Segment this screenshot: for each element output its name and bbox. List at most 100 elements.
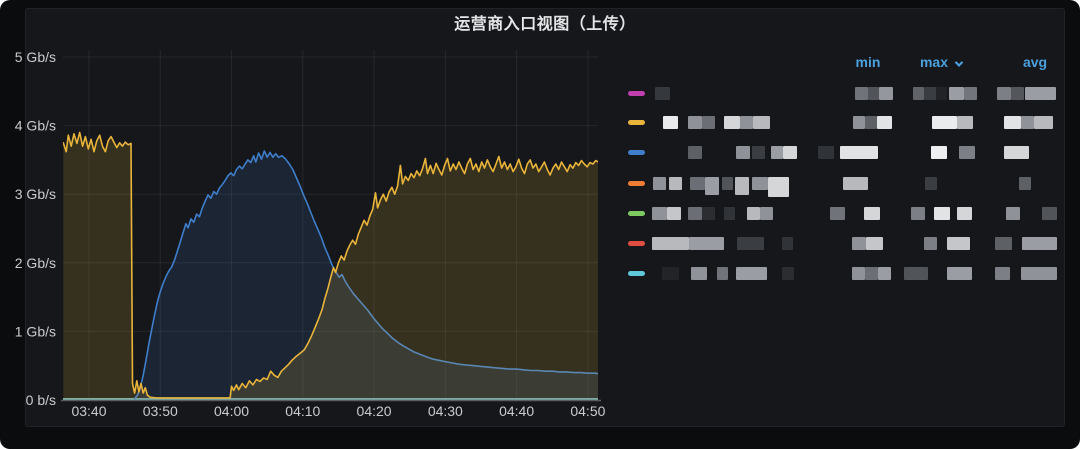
- redacted-text-block: [1004, 145, 1029, 159]
- redacted-text-block: [957, 206, 972, 220]
- series-line-redacted-blue: [133, 150, 598, 400]
- redacted-text-block: [736, 145, 750, 159]
- x-axis-label: 04:10: [285, 403, 320, 419]
- series-area-redacted-blue: [134, 151, 598, 400]
- redacted-text-block: [717, 266, 728, 280]
- redacted-text-block: [852, 236, 866, 250]
- redacted-text-block: [830, 206, 845, 220]
- redacted-text-block: [737, 236, 764, 250]
- redacted-text-block: [879, 86, 893, 100]
- redacted-text-block: [934, 206, 950, 220]
- redacted-text-block: [768, 177, 789, 197]
- redacted-text-block: [689, 236, 724, 250]
- redacted-text-block: [855, 86, 868, 100]
- redacted-text-block: [1022, 236, 1057, 250]
- redacted-text-block: [877, 115, 892, 129]
- legend-swatch-redacted-green[interactable]: [628, 210, 645, 216]
- redacted-text-block: [655, 86, 670, 100]
- x-axis-label: 04:40: [499, 403, 534, 419]
- redacted-text-block: [878, 266, 891, 280]
- y-axis-label: 2 Gb/s: [15, 255, 56, 271]
- legend-row-redacted-cyan[interactable]: [620, 258, 1068, 288]
- y-axis-label: 5 Gb/s: [15, 49, 56, 65]
- legend-row-redacted-yellow[interactable]: [620, 107, 1068, 137]
- redacted-text-block: [936, 86, 947, 100]
- redacted-text-block: [949, 86, 964, 100]
- redacted-text-block: [724, 206, 735, 220]
- series-area-redacted-yellow: [63, 132, 598, 400]
- redacted-text-block: [702, 206, 715, 220]
- x-axis-label: 04:00: [214, 403, 249, 419]
- redacted-text-block: [662, 266, 679, 280]
- legend-row-redacted-red[interactable]: [620, 228, 1068, 258]
- redacted-text-block: [782, 266, 794, 280]
- redacted-text-block: [904, 266, 928, 280]
- panel-title[interactable]: 运营商入口视图（上传）: [454, 16, 636, 33]
- legend-swatch-redacted-magenta[interactable]: [628, 90, 645, 96]
- redacted-text-block: [947, 266, 972, 280]
- redacted-text-block: [652, 206, 667, 220]
- y-axis-label: 4 Gb/s: [15, 118, 56, 134]
- legend-row-redacted-green[interactable]: [620, 198, 1068, 228]
- redacted-text-block: [688, 145, 702, 159]
- redacted-text-block: [911, 206, 925, 220]
- legend-row-redacted-magenta[interactable]: [620, 78, 1068, 108]
- legend-header-row: min max avg: [0, 54, 1080, 72]
- x-axis-label: 04:30: [428, 403, 463, 419]
- redacted-text-block: [705, 177, 719, 195]
- redacted-text-block: [1021, 266, 1057, 280]
- redacted-text-block: [997, 86, 1011, 100]
- redacted-text-block: [653, 176, 666, 190]
- legend-sort-max[interactable]: max: [920, 54, 964, 70]
- redacted-text-block: [964, 86, 977, 100]
- redacted-text-block: [818, 145, 834, 159]
- redacted-text-block: [1019, 176, 1031, 190]
- redacted-text-block: [947, 236, 970, 250]
- redacted-text-block: [740, 115, 753, 129]
- redacted-text-block: [1006, 206, 1020, 220]
- legend-sort-avg[interactable]: avg: [1022, 54, 1048, 70]
- legend-swatch-redacted-orange[interactable]: [628, 180, 645, 186]
- redacted-text-block: [932, 115, 957, 129]
- redacted-text-block: [688, 206, 702, 220]
- redacted-text-block: [752, 176, 768, 190]
- redacted-text-block: [959, 145, 975, 159]
- x-axis-label: 03:50: [143, 403, 178, 419]
- redacted-text-block: [852, 266, 865, 280]
- x-axis-label: 04:50: [570, 403, 605, 419]
- redacted-text-block: [1011, 86, 1024, 100]
- chevron-down-icon: [954, 58, 964, 67]
- redacted-text-block: [1004, 115, 1021, 129]
- redacted-text-block: [747, 206, 760, 220]
- redacted-text-block: [752, 145, 765, 159]
- y-axis-label: 3 Gb/s: [15, 186, 56, 202]
- redacted-text-block: [667, 206, 681, 220]
- legend-swatch-redacted-cyan[interactable]: [628, 270, 645, 276]
- redacted-text-block: [736, 266, 767, 280]
- redacted-text-block: [735, 177, 749, 195]
- redacted-text-block: [724, 115, 740, 129]
- legend-swatch-redacted-red[interactable]: [628, 240, 645, 246]
- legend-swatch-redacted-yellow[interactable]: [628, 119, 645, 125]
- redacted-text-block: [691, 266, 707, 280]
- x-axis-label: 03:40: [71, 403, 106, 419]
- redacted-text-block: [865, 115, 877, 129]
- redacted-text-block: [688, 115, 702, 129]
- series-line-redacted-yellow: [63, 131, 598, 399]
- redacted-text-block: [1025, 86, 1056, 100]
- redacted-text-block: [865, 266, 878, 280]
- x-axis-label: 04:20: [357, 403, 392, 419]
- redacted-text-block: [924, 86, 936, 100]
- redacted-text-block: [995, 236, 1012, 250]
- legend-swatch-redacted-blue[interactable]: [628, 149, 645, 155]
- redacted-text-block: [663, 115, 678, 129]
- legend-sort-min[interactable]: min: [855, 54, 881, 70]
- legend-row-redacted-orange[interactable]: [620, 168, 1068, 198]
- redacted-text-block: [753, 115, 770, 129]
- legend-row-redacted-blue[interactable]: [620, 137, 1068, 167]
- redacted-text-block: [931, 145, 947, 159]
- redacted-text-block: [782, 236, 793, 250]
- redacted-text-block: [669, 176, 682, 190]
